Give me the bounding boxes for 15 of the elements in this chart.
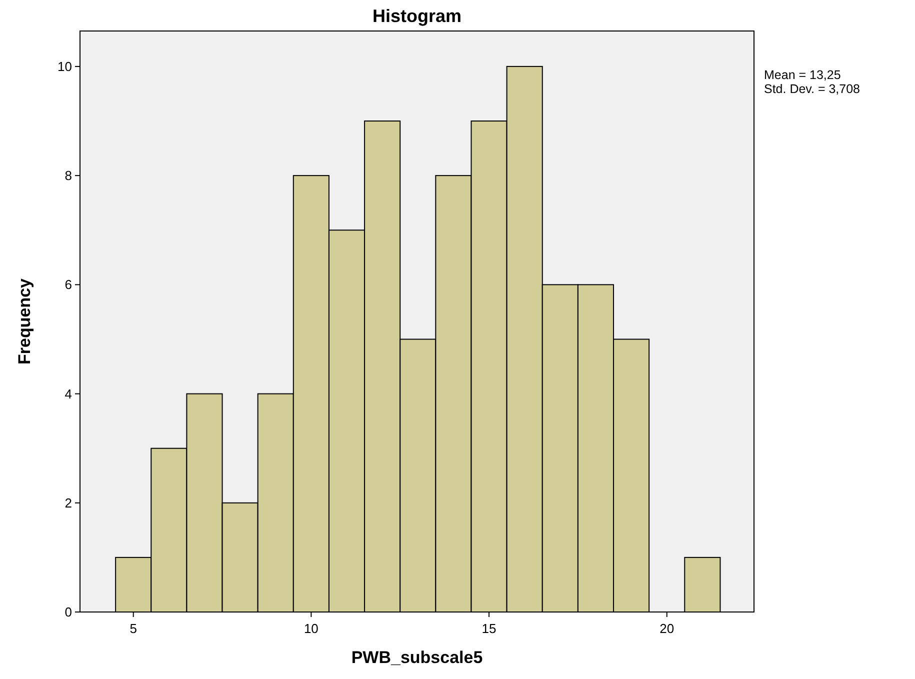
y-tick-label: 4 — [64, 386, 72, 402]
x-axis-title: PWB_subscale5 — [351, 648, 483, 667]
x-tick-label: 5 — [130, 621, 137, 636]
x-tick-label: 10 — [304, 621, 318, 636]
y-tick-label: 10 — [58, 59, 72, 74]
text: Mean = 13,25 — [764, 68, 841, 82]
x-tick-label: 15 — [482, 621, 496, 636]
y-axis-title: Frequency — [15, 278, 34, 364]
y-tick-label: 6 — [64, 277, 72, 292]
y-tick-label: 2 — [64, 495, 72, 510]
y-tick-label: 0 — [64, 604, 72, 620]
text: Std. Dev. = 3,708 — [764, 82, 860, 96]
x-tick-label: 20 — [660, 621, 674, 636]
chart-title: Histogram — [372, 6, 462, 26]
y-tick-label: 8 — [64, 168, 72, 184]
